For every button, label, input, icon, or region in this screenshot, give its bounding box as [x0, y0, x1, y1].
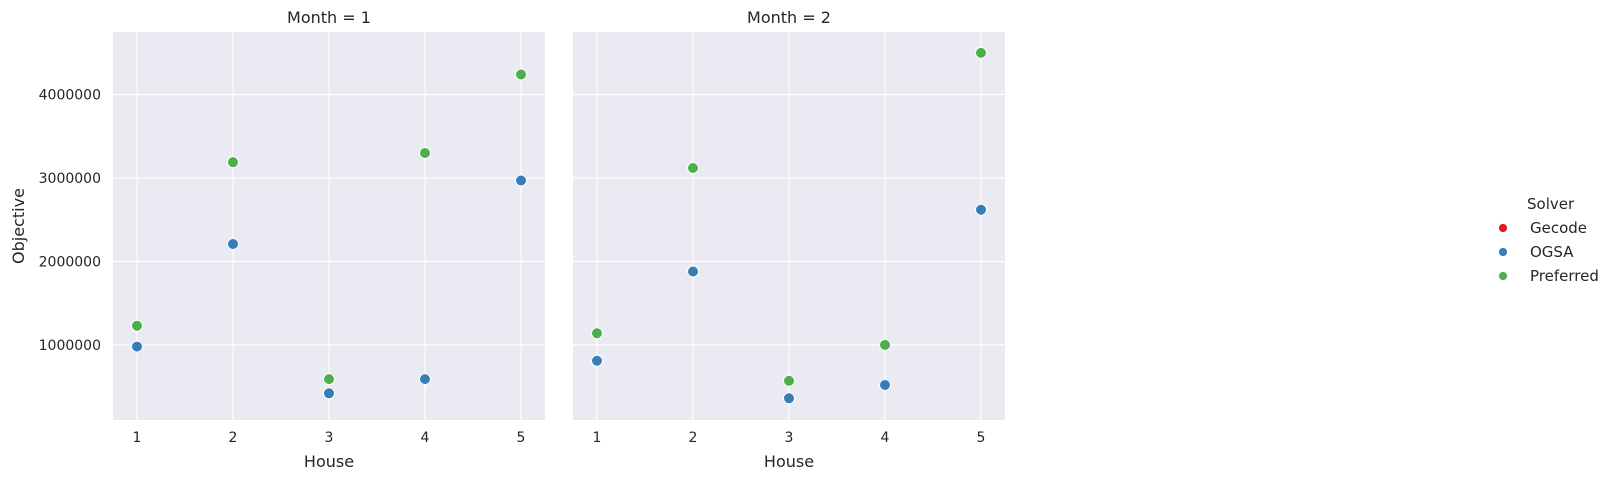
legend-title: Solver	[1527, 195, 1575, 213]
point-preferred	[783, 374, 795, 387]
point-preferred	[879, 338, 891, 351]
x-axis-label: House	[764, 452, 814, 471]
panel-title: Month = 1	[287, 8, 371, 27]
x-tick-label: 1	[133, 430, 142, 446]
chart-panels: 1 2 3 4 5 1000000 2000000 3000000 4000000 Month =…	[9, 8, 1005, 471]
panel-2: 1 2 3 4 5 Month = 2 House	[573, 8, 1005, 471]
x-tick-label: 5	[977, 430, 986, 446]
point-ogsa	[131, 340, 143, 353]
x-tick-label: 2	[689, 430, 698, 446]
x-tick-label: 1	[593, 430, 602, 446]
x-tick-label: 4	[421, 430, 430, 446]
point-preferred	[515, 68, 527, 81]
y-axis-label: Objective	[9, 188, 28, 264]
point-preferred	[975, 46, 987, 59]
x-tick-label: 3	[785, 430, 794, 446]
point-ogsa	[591, 354, 603, 367]
x-tick-label: 5	[517, 430, 526, 446]
point-preferred	[323, 373, 335, 386]
point-preferred	[591, 327, 603, 340]
y-tick-label: 4000000	[39, 88, 101, 104]
point-preferred	[687, 162, 699, 175]
legend-label-preferred: Preferred	[1530, 267, 1599, 285]
y-tick-label: 1000000	[39, 338, 101, 354]
point-ogsa	[227, 237, 239, 250]
legend-items: Gecode OGSA Preferred	[1498, 219, 1599, 285]
panel-title: Month = 2	[747, 8, 831, 27]
x-tick-label: 2	[229, 430, 238, 446]
point-preferred	[419, 146, 431, 159]
legend: Solver Gecode OGSA Preferred	[1498, 195, 1599, 285]
x-tick-label: 3	[325, 430, 334, 446]
point-ogsa	[419, 373, 431, 386]
point-ogsa	[783, 392, 795, 405]
point-preferred	[227, 156, 239, 169]
point-ogsa	[687, 265, 699, 278]
y-tick-label: 3000000	[39, 171, 101, 187]
x-axis-label: House	[304, 452, 354, 471]
point-ogsa	[515, 174, 527, 187]
y-tick-label: 2000000	[39, 254, 101, 270]
legend-marker-ogsa	[1498, 247, 1508, 257]
legend-marker-gecode	[1498, 223, 1508, 233]
x-tick-label: 4	[881, 430, 890, 446]
point-ogsa	[879, 378, 891, 391]
legend-label-ogsa: OGSA	[1530, 243, 1574, 261]
legend-marker-preferred	[1498, 271, 1508, 281]
legend-label-gecode: Gecode	[1530, 219, 1587, 237]
point-ogsa	[323, 387, 335, 400]
point-ogsa	[975, 203, 987, 216]
panel-1: 1 2 3 4 5 1000000 2000000 3000000 4000000 Month =…	[9, 8, 545, 471]
point-preferred	[131, 319, 143, 332]
